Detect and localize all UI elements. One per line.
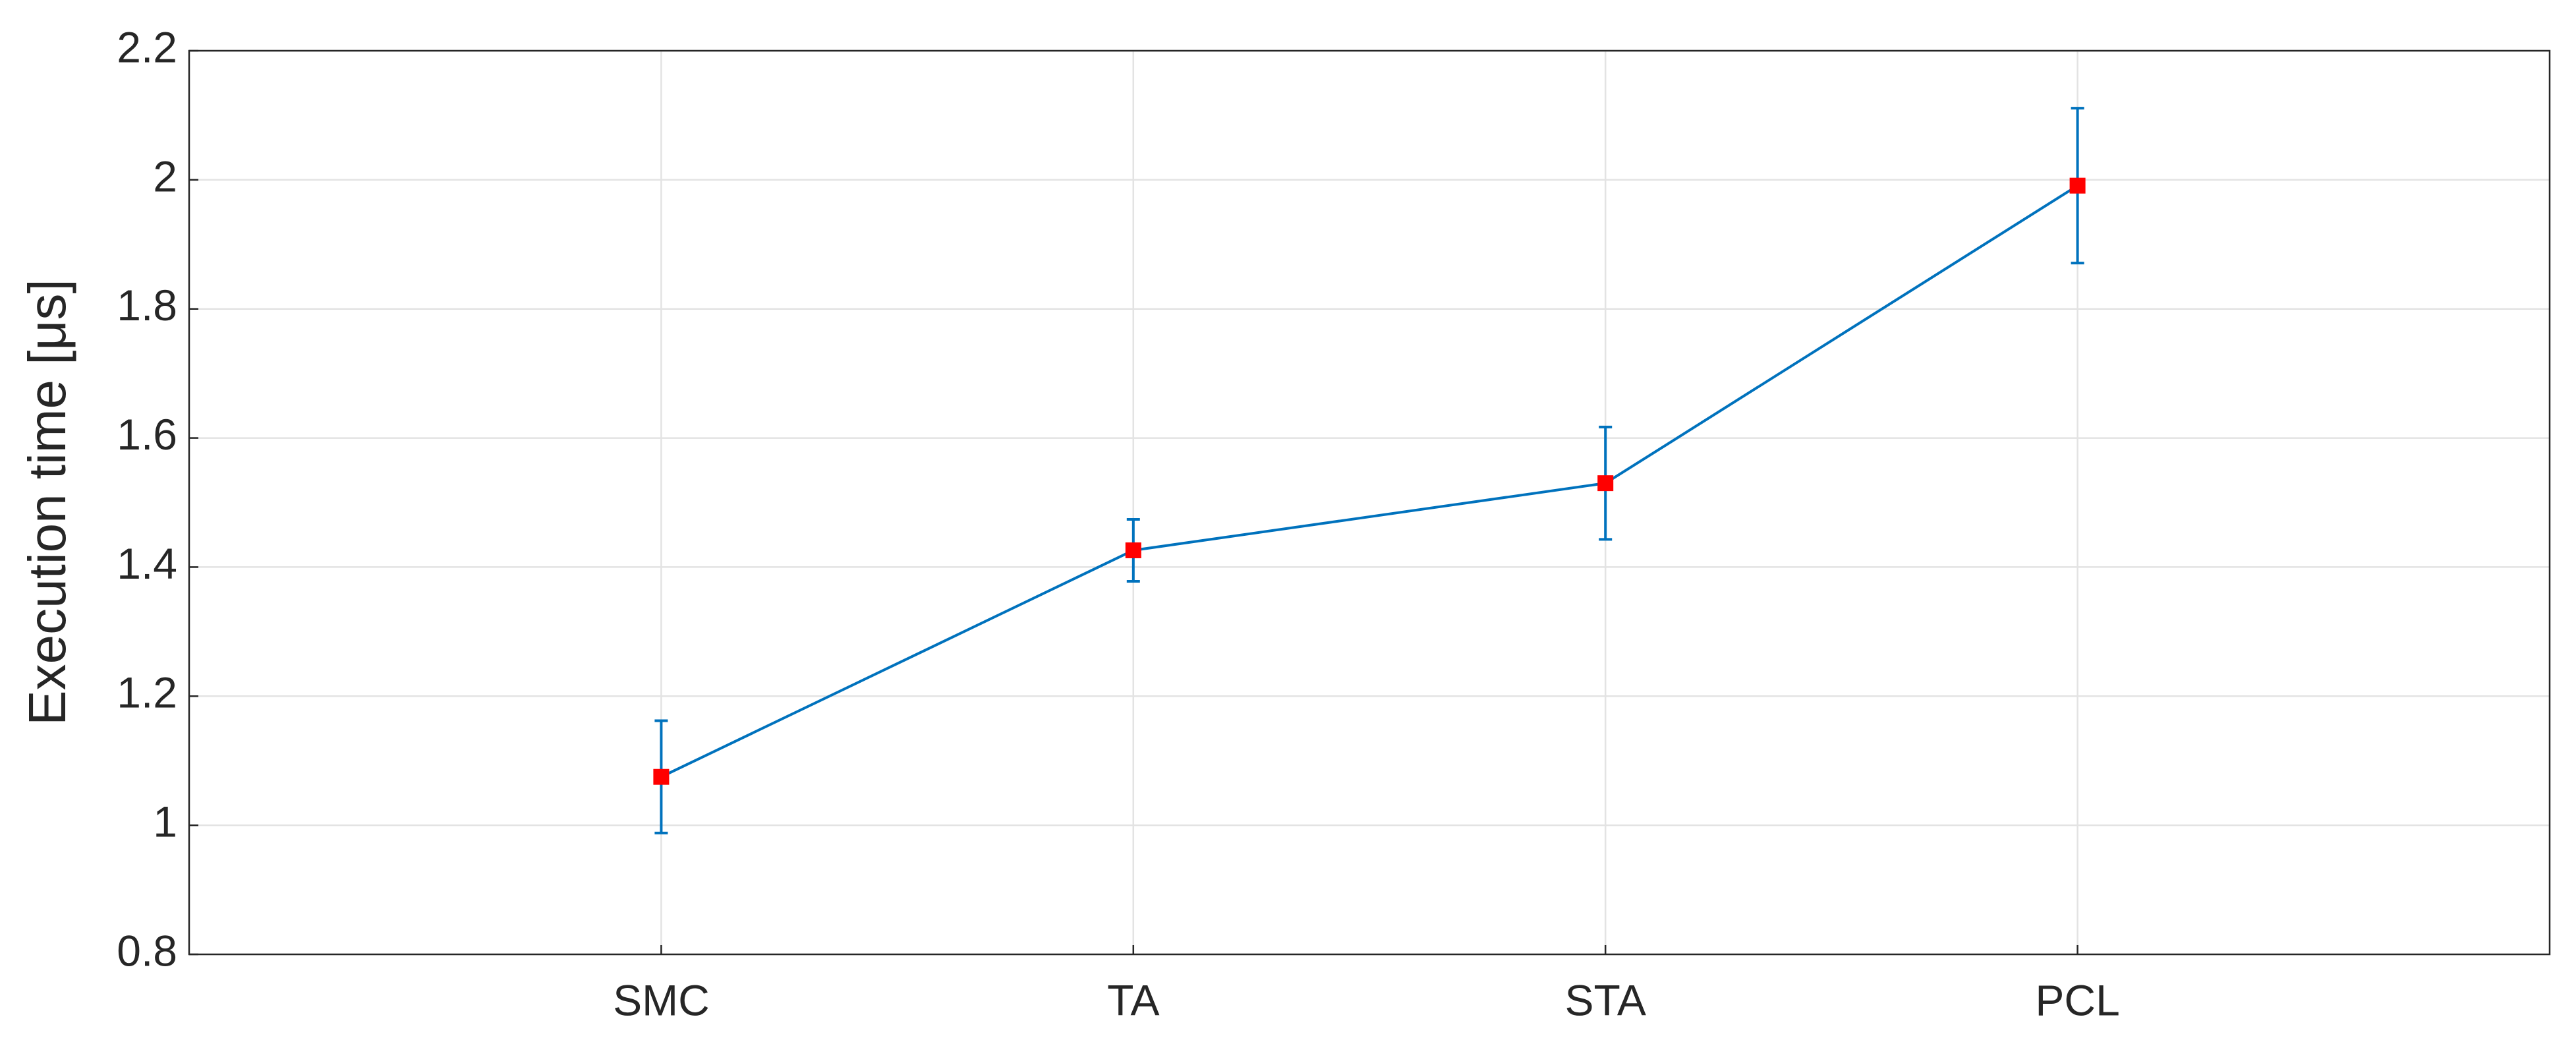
data-marker xyxy=(653,768,670,785)
y-axis-label: Execution time [μs] xyxy=(18,279,76,725)
data-line xyxy=(660,184,2078,778)
y-tick-label: 2.2 xyxy=(117,22,177,71)
data-marker xyxy=(1125,542,1141,558)
y-tick-label: 1.8 xyxy=(117,281,177,330)
x-tick-label: PCL xyxy=(2035,975,2119,1024)
data-marker xyxy=(1597,475,1614,492)
y-tick-label: 2 xyxy=(153,152,177,200)
y-tick-label: 1.6 xyxy=(117,410,177,459)
x-tick-label: STA xyxy=(1564,975,1646,1024)
plot-frame xyxy=(188,49,2551,956)
y-tick-label: 0.8 xyxy=(117,926,177,975)
data-marker xyxy=(2069,177,2086,194)
y-tick-label: 1.4 xyxy=(117,539,177,588)
y-tick-label: 1.2 xyxy=(117,668,177,717)
y-tick-label: 1 xyxy=(153,798,177,846)
x-tick-label: TA xyxy=(1107,975,1159,1024)
x-tick-label: SMC xyxy=(613,975,710,1024)
